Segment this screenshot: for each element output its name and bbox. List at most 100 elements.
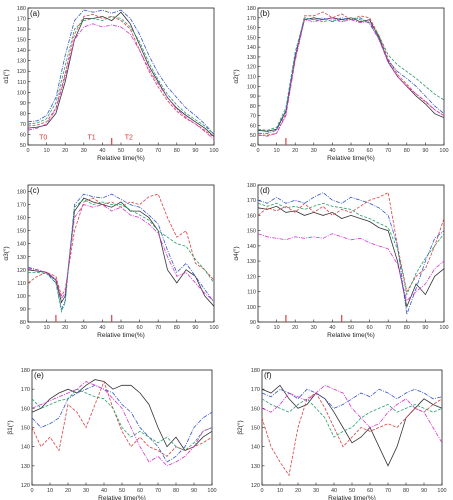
series-line-1 xyxy=(261,392,443,477)
series-line-3 xyxy=(257,202,445,296)
x-tick-label: 30 xyxy=(83,488,89,494)
plot-frame xyxy=(257,184,445,323)
y-tick-label: 160 xyxy=(247,26,256,32)
x-tick-label: 0 xyxy=(30,488,33,494)
x-tick-label: 10 xyxy=(274,148,280,154)
x-axis-label: Relative time(%) xyxy=(328,495,376,500)
chart-panel-1: 0 10 20 30 40 50 60 70 80 90 100 40 50 60 70 80 90 100 110… xyxy=(232,6,449,162)
y-tick-label: 110 xyxy=(247,290,256,296)
y-tick-label: 130 xyxy=(247,259,256,265)
y-tick-label: 140 xyxy=(17,48,26,54)
series-line-2 xyxy=(261,388,443,409)
x-tick-label: 80 xyxy=(404,325,410,331)
series-line-2 xyxy=(31,384,213,463)
y-axis-label: β1(°) xyxy=(6,420,14,434)
x-tick-label: 0 xyxy=(256,325,259,331)
y-tick-label: 90 xyxy=(250,94,256,100)
x-tick-label: 90 xyxy=(421,488,427,494)
y-tick-label: 100 xyxy=(17,294,26,300)
series-line-3 xyxy=(261,398,443,438)
y-tick-label: 140 xyxy=(247,244,256,250)
x-tick-label: 60 xyxy=(367,325,373,331)
annotation-label: T2 xyxy=(125,135,133,142)
x-tick-label: 10 xyxy=(277,488,283,494)
series-line-4 xyxy=(27,204,215,302)
x-tick-label: 60 xyxy=(137,148,143,154)
x-axis-label: Relative time(%) xyxy=(327,155,375,162)
y-tick-label: 90 xyxy=(250,320,256,326)
y-tick-label: 160 xyxy=(251,406,260,412)
y-tick-label: 130 xyxy=(247,55,256,61)
x-tick-label: 10 xyxy=(47,488,53,494)
x-tick-label: 50 xyxy=(348,148,354,154)
series-line-3 xyxy=(31,388,213,451)
y-axis-label: β2(°) xyxy=(236,420,244,434)
x-tick-label: 100 xyxy=(439,148,448,154)
y-tick-label: 130 xyxy=(17,59,26,65)
x-tick-label: 30 xyxy=(313,488,319,494)
y-tick-label: 150 xyxy=(251,426,260,432)
x-tick-label: 100 xyxy=(207,488,216,494)
x-tick-label: 0 xyxy=(26,148,29,154)
y-tick-label: 150 xyxy=(17,229,26,235)
y-tick-label: 150 xyxy=(247,35,256,41)
series-line-2 xyxy=(27,193,215,311)
x-tick-label: 40 xyxy=(99,325,105,331)
x-tick-label: 20 xyxy=(295,488,301,494)
series-line-4 xyxy=(31,381,213,467)
x-axis-label: Relative time(%) xyxy=(327,332,375,339)
y-tick-label: 170 xyxy=(21,387,30,393)
chart-panel-3: 0 10 20 30 40 50 60 70 80 90 100 90 100 110 120 130 140 1… xyxy=(232,183,449,339)
x-tick-label: 50 xyxy=(118,148,124,154)
y-tick-label: 120 xyxy=(251,483,260,489)
x-tick-label: 50 xyxy=(118,325,124,331)
x-tick-label: 40 xyxy=(329,148,335,154)
x-tick-label: 60 xyxy=(367,148,373,154)
x-tick-label: 60 xyxy=(137,325,143,331)
y-tick-label: 140 xyxy=(247,45,256,51)
y-tick-label: 120 xyxy=(17,69,26,75)
y-tick-label: 60 xyxy=(20,132,26,138)
chart-panel-5: 0 10 20 30 40 50 60 70 80 90 100 120 130 140 150 160 170… xyxy=(236,368,447,500)
series-line-3 xyxy=(28,198,215,314)
x-tick-label: 10 xyxy=(44,148,50,154)
y-tick-label: 150 xyxy=(247,229,256,235)
x-tick-label: 100 xyxy=(439,325,448,331)
series-line-0 xyxy=(31,379,213,451)
y-axis-label: α2(°) xyxy=(232,69,240,83)
series-line-3 xyxy=(27,15,215,135)
x-tick-label: 100 xyxy=(209,148,218,154)
x-tick-label: 0 xyxy=(26,325,29,331)
y-tick-label: 180 xyxy=(21,368,30,374)
plot-frame xyxy=(27,7,215,146)
x-axis-label: Relative time(%) xyxy=(98,495,146,500)
plot-frame xyxy=(257,7,445,146)
y-tick-label: 150 xyxy=(21,426,30,432)
x-tick-label: 90 xyxy=(191,488,197,494)
x-tick-label: 90 xyxy=(422,325,428,331)
x-tick-label: 90 xyxy=(422,148,428,154)
plot-frame xyxy=(27,184,215,323)
y-tick-label: 180 xyxy=(17,6,26,12)
x-tick-label: 70 xyxy=(155,148,161,154)
x-tick-label: 60 xyxy=(137,488,143,494)
x-tick-label: 30 xyxy=(311,325,317,331)
series-line-1 xyxy=(27,13,215,138)
y-tick-label: 140 xyxy=(21,445,30,451)
panel-label: (a) xyxy=(30,9,40,18)
y-tick-label: 50 xyxy=(20,143,26,149)
y-tick-label: 180 xyxy=(247,183,256,189)
x-tick-label: 50 xyxy=(119,488,125,494)
series-line-4 xyxy=(257,233,445,302)
y-tick-label: 140 xyxy=(251,445,260,451)
series-line-3 xyxy=(257,17,445,131)
x-tick-label: 20 xyxy=(292,325,298,331)
y-tick-label: 110 xyxy=(17,281,26,287)
x-tick-label: 30 xyxy=(81,325,87,331)
x-tick-label: 40 xyxy=(331,488,337,494)
y-tick-label: 170 xyxy=(247,198,256,204)
x-axis-label: Relative time(%) xyxy=(97,332,145,339)
y-tick-label: 70 xyxy=(20,122,26,128)
y-tick-label: 120 xyxy=(21,483,30,489)
